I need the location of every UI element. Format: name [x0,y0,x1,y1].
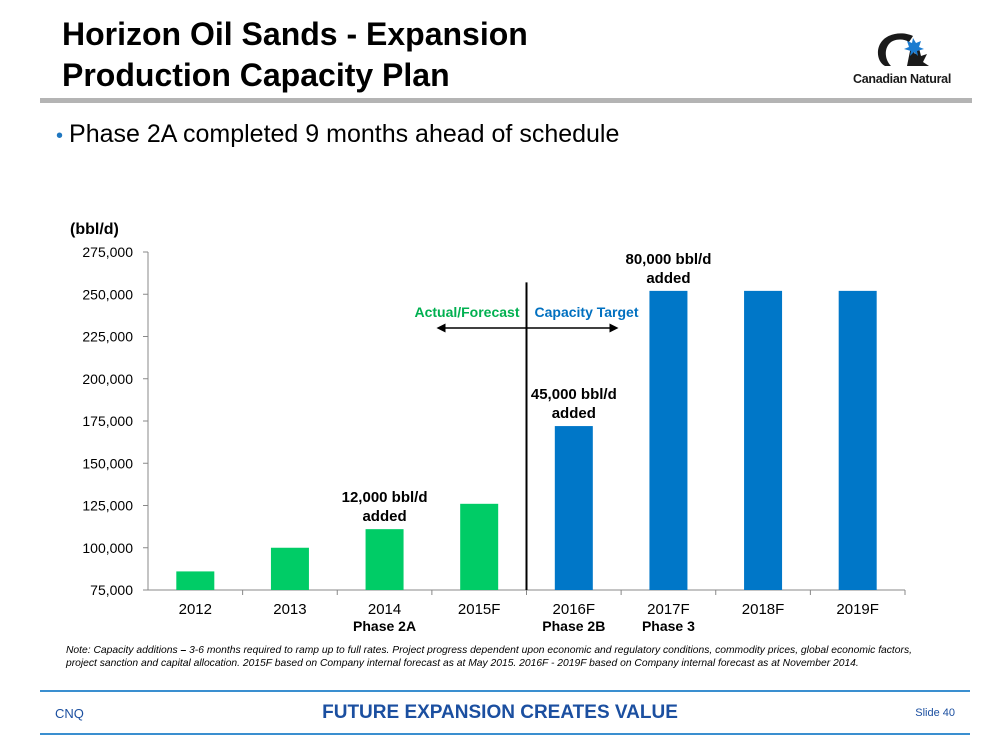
y-tick-label: 100,000 [82,540,133,556]
y-tick-label: 275,000 [82,244,133,260]
capacity-bar-chart: 75,000 100,000 125,000 150,000 175,000 200,00… [70,221,906,634]
bar-annotation: added [362,508,406,525]
region-label-target: Capacity Target [535,304,639,320]
bar-annotation: added [552,405,596,422]
bar-2018F [744,290,783,590]
x-tick-label: 2016F [553,601,596,618]
bullet-dot-icon: • [56,125,64,147]
y-tick-label: 150,000 [82,455,133,471]
bar-annotation: 12,000 bbl/d [342,489,428,506]
x-tick-label: 2012 [179,601,212,618]
footer-divider [40,690,970,692]
footer-tagline: FUTURE EXPANSION CREATES VALUE [322,702,678,723]
x-tick-label: 2015F [458,601,501,618]
x-tick-label: 2018F [742,601,785,618]
title-divider [40,98,972,103]
arrow-right-icon [609,323,619,333]
bar-2015F [460,503,499,590]
company-logo: Canadian Natural [843,26,963,90]
bar-2012 [176,571,215,590]
bar-annotation: 80,000 bbl/d [626,251,712,268]
phase-label: Phase 2A [353,618,416,634]
y-tick-label: 75,000 [90,582,133,598]
bullet-text: Phase 2A completed 9 months ahead of sch… [69,120,620,148]
x-tick-label: 2014 [368,601,401,618]
slide-title: Horizon Oil Sands - Expansion Production… [62,14,528,96]
footnote-label: Note: Capacity additions [66,645,178,656]
bar-annotation: added [646,270,690,287]
footnote: Note: Capacity additions – 3-6 months re… [66,645,936,670]
arrow-left-icon [436,323,446,333]
logo-mark-icon [877,33,929,66]
bar-2014 [365,529,404,590]
y-tick-label: 125,000 [82,498,133,514]
logo-text: Canadian Natural [852,72,951,86]
bottom-divider [40,733,970,735]
y-tick-label: 250,000 [82,286,133,302]
phase-label: Phase 3 [642,618,695,634]
title-line-2: Production Capacity Plan [62,57,450,93]
y-tick-label: 200,000 [82,371,133,387]
x-tick-label: 2019F [836,601,879,618]
y-axis-label: (bbl/d) [70,221,119,238]
phase-label: Phase 2B [542,618,605,634]
footnote-dash: – [177,645,190,656]
y-tick-label: 175,000 [82,413,133,429]
bar-2013 [270,547,309,590]
bar-2017F [649,290,688,590]
bar-2019F [838,290,877,590]
x-tick-label: 2013 [273,601,306,618]
region-label-actual: Actual/Forecast [414,304,519,320]
bar-annotation: 45,000 bbl/d [531,386,617,403]
y-tick-label: 225,000 [82,329,133,345]
slide-number: Slide 40 [915,707,955,719]
bar-2016F [554,426,593,590]
footer-ticker: CNQ [55,706,84,721]
x-tick-label: 2017F [647,601,690,618]
title-line-1: Horizon Oil Sands - Expansion [62,16,528,52]
bullet-point: • Phase 2A completed 9 months ahead of sc… [56,120,619,149]
footnote-body: 3-6 months required to ramp up to full r… [66,645,912,669]
